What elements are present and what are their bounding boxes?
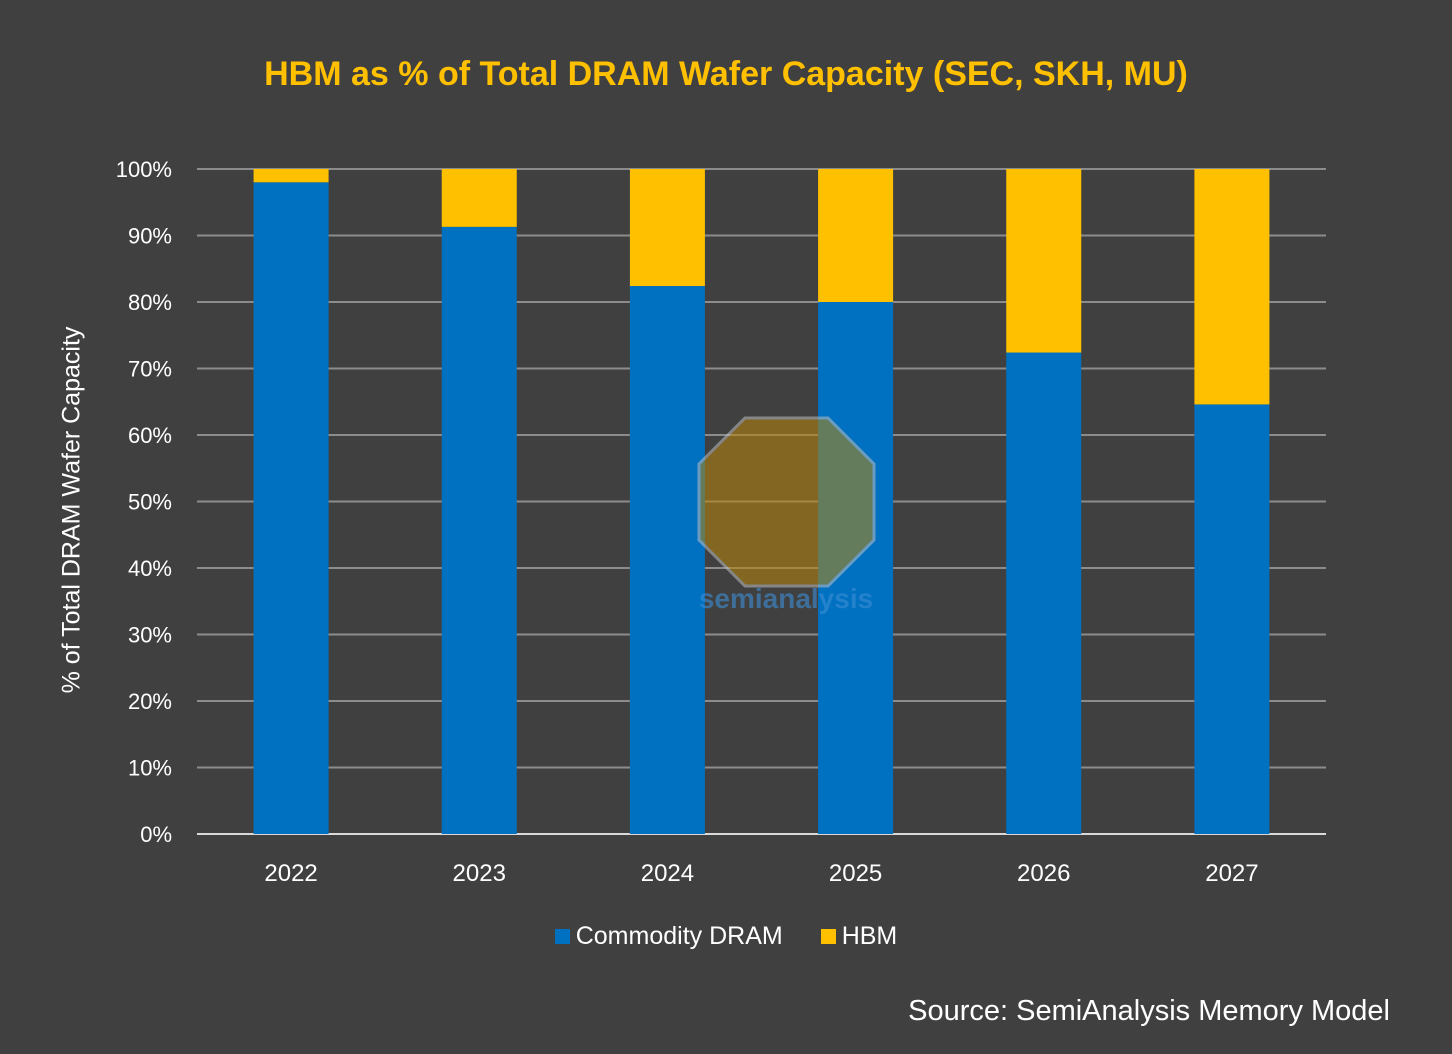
bar-hbm-2023 <box>441 169 517 227</box>
y-tick-label: 40% <box>128 556 172 581</box>
y-tick-label: 10% <box>128 756 172 781</box>
watermark-text: semianalysis <box>699 583 873 614</box>
bar-commodity-dram-2027 <box>1194 404 1270 834</box>
y-tick-label: 60% <box>128 423 172 448</box>
x-tick-label: 2025 <box>829 860 882 887</box>
chart-title: HBM as % of Total DRAM Wafer Capacity (S… <box>264 55 1188 93</box>
legend-item-hbm[interactable]: HBM <box>820 922 898 951</box>
x-tick-label: 2027 <box>1205 860 1258 887</box>
legend-label: HBM <box>841 922 898 950</box>
y-tick-label: 70% <box>128 357 172 382</box>
bar-commodity-dram-2024 <box>629 286 705 834</box>
bar-hbm-2026 <box>1006 169 1082 353</box>
y-tick-label: 100% <box>116 157 172 182</box>
y-tick-label: 80% <box>128 290 172 315</box>
watermark-logo <box>697 416 876 588</box>
legend-swatch-hbm <box>820 929 836 944</box>
y-tick-label: 90% <box>128 224 172 249</box>
bar-commodity-dram-2023 <box>441 226 517 835</box>
x-tick-label: 2022 <box>264 860 317 887</box>
bar-hbm-2027 <box>1194 169 1270 405</box>
y-tick-label: 50% <box>128 490 172 515</box>
bar-commodity-dram-2022 <box>253 182 329 835</box>
bar-hbm-2025 <box>818 169 894 302</box>
y-tick-label: 30% <box>128 623 172 648</box>
y-tick-label: 0% <box>140 822 172 847</box>
legend: Commodity DRAM HBM <box>0 922 1452 951</box>
legend-swatch-commodity-dram <box>554 929 570 944</box>
x-tick-label: 2026 <box>1017 860 1070 887</box>
x-tick-label: 2024 <box>641 860 694 887</box>
legend-item-commodity-dram[interactable]: Commodity DRAM <box>554 922 783 951</box>
x-tick-label: 2023 <box>453 860 506 887</box>
bar-hbm-2022 <box>253 169 329 183</box>
bar-hbm-2024 <box>629 169 705 287</box>
y-tick-label: 20% <box>128 689 172 714</box>
bar-commodity-dram-2026 <box>1006 352 1082 834</box>
legend-label: Commodity DRAM <box>575 922 783 950</box>
source-note: Source: SemiAnalysis Memory Model <box>908 995 1390 1027</box>
